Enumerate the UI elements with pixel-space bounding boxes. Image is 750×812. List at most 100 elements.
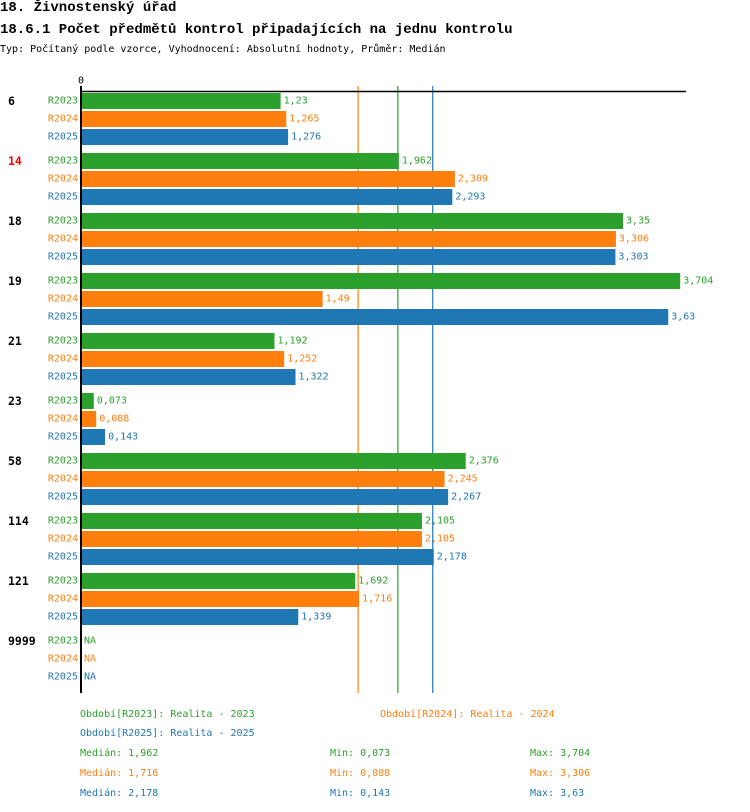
bar bbox=[82, 129, 289, 145]
value-label: 2,376 bbox=[469, 456, 499, 467]
bar bbox=[82, 531, 422, 547]
value-label: 1,49 bbox=[326, 294, 350, 305]
chart-title: 18.6.1 Počet předmětů kontrol připadajíc… bbox=[0, 22, 513, 38]
stat-min-r2025: Min: 0,143 bbox=[330, 788, 391, 799]
series-label: R2023 bbox=[48, 456, 78, 467]
series-label: R2025 bbox=[48, 132, 78, 143]
bar bbox=[82, 273, 681, 289]
category-label: 23 bbox=[8, 394, 22, 408]
category-label: 21 bbox=[8, 334, 22, 348]
stat-max-r2025: Max: 3,63 bbox=[530, 788, 585, 799]
series-label: R2024 bbox=[48, 414, 78, 425]
bar bbox=[82, 93, 281, 109]
series-label: R2024 bbox=[48, 294, 78, 305]
value-label: 1,276 bbox=[291, 132, 321, 143]
bar bbox=[82, 393, 94, 409]
stat-median-r2025: Medián: 2,178 bbox=[80, 788, 159, 799]
value-label: 3,35 bbox=[626, 216, 650, 227]
bar bbox=[82, 153, 399, 169]
series-label: R2024 bbox=[48, 114, 78, 125]
series-label: R2023 bbox=[48, 516, 78, 527]
value-label: 2,178 bbox=[437, 552, 467, 563]
value-label: 1,265 bbox=[289, 114, 319, 125]
value-label: 1,962 bbox=[402, 156, 432, 167]
value-label: 2,309 bbox=[458, 174, 488, 185]
value-label: 2,293 bbox=[455, 192, 485, 203]
series-label: R2025 bbox=[48, 552, 78, 563]
value-label: 2,105 bbox=[425, 534, 455, 545]
value-label: 2,245 bbox=[448, 474, 478, 485]
series-label: R2025 bbox=[48, 492, 78, 503]
category-label: 9999 bbox=[8, 634, 36, 648]
series-label: R2023 bbox=[48, 216, 78, 227]
category-label: 18 bbox=[8, 214, 22, 228]
stat-min-r2024: Min: 0,088 bbox=[330, 768, 391, 779]
bar bbox=[82, 429, 106, 445]
series-label: R2025 bbox=[48, 372, 78, 383]
bar bbox=[82, 549, 434, 565]
series-label: R2024 bbox=[48, 234, 78, 245]
legend-period-r2025: Období[R2025]: Realita - 2025 bbox=[80, 728, 255, 739]
series-label: R2024 bbox=[48, 174, 78, 185]
value-label: NA bbox=[84, 654, 96, 665]
series-label: R2023 bbox=[48, 576, 78, 587]
series-label: R2025 bbox=[48, 312, 78, 323]
category-label: 114 bbox=[8, 514, 29, 528]
bar bbox=[82, 351, 285, 367]
series-label: R2024 bbox=[48, 534, 78, 545]
bar bbox=[82, 309, 669, 325]
x-axis-zero-label: 0 bbox=[78, 76, 84, 87]
value-label: 1,692 bbox=[358, 576, 388, 587]
series-label: R2025 bbox=[48, 612, 78, 623]
series-label: R2024 bbox=[48, 354, 78, 365]
value-label: NA bbox=[84, 672, 96, 683]
series-label: R2024 bbox=[48, 474, 78, 485]
value-label: 0,143 bbox=[108, 432, 138, 443]
bar bbox=[82, 591, 360, 607]
legend-period-r2024: Období[R2024]: Realita - 2024 bbox=[380, 709, 555, 720]
category-label: 121 bbox=[8, 574, 29, 588]
value-label: 1,322 bbox=[299, 372, 329, 383]
value-label: 3,306 bbox=[619, 234, 649, 245]
value-label: 1,339 bbox=[301, 612, 331, 623]
series-label: R2023 bbox=[48, 636, 78, 647]
stat-max-r2024: Max: 3,306 bbox=[530, 768, 591, 779]
stat-max-r2023: Max: 3,704 bbox=[530, 748, 591, 759]
series-label: R2023 bbox=[48, 156, 78, 167]
bar bbox=[82, 213, 624, 229]
series-label: R2025 bbox=[48, 192, 78, 203]
bar-chart: 0 6 R2023 1,23 R2024 1,265 R2025 1,276 14 R2023 1,… bbox=[8, 76, 713, 693]
bar bbox=[82, 573, 356, 589]
bar bbox=[82, 513, 422, 529]
bar bbox=[82, 369, 296, 385]
bar bbox=[82, 453, 466, 469]
legend-period-r2023: Období[R2023]: Realita - 2023 bbox=[80, 709, 255, 720]
value-label: 1,716 bbox=[362, 594, 392, 605]
series-label: R2025 bbox=[48, 432, 78, 443]
series-label: R2023 bbox=[48, 396, 78, 407]
category-label: 14 bbox=[8, 154, 22, 168]
value-label: 3,704 bbox=[683, 276, 713, 287]
stat-median-r2024: Medián: 1,716 bbox=[80, 768, 159, 779]
series-label: R2025 bbox=[48, 252, 78, 263]
bar bbox=[82, 231, 616, 247]
bar bbox=[82, 471, 445, 487]
value-label: 0,088 bbox=[99, 414, 129, 425]
chart-type-description: Typ: Počítaný podle vzorce, Vyhodnocení:… bbox=[0, 44, 446, 55]
bar bbox=[82, 171, 455, 187]
series-label: R2023 bbox=[48, 276, 78, 287]
category-label: 6 bbox=[8, 94, 15, 108]
bar bbox=[82, 291, 323, 307]
value-label: NA bbox=[84, 636, 96, 647]
value-label: 1,192 bbox=[278, 336, 308, 347]
bar bbox=[82, 333, 275, 349]
bar bbox=[82, 489, 449, 505]
bar bbox=[82, 609, 299, 625]
bar bbox=[82, 249, 616, 265]
series-label: R2024 bbox=[48, 654, 78, 665]
category-label: 19 bbox=[8, 274, 22, 288]
value-label: 2,105 bbox=[425, 516, 455, 527]
category-label: 58 bbox=[8, 454, 22, 468]
series-label: R2023 bbox=[48, 96, 78, 107]
page-title: 18. Živnostenský úřad bbox=[0, 0, 177, 16]
